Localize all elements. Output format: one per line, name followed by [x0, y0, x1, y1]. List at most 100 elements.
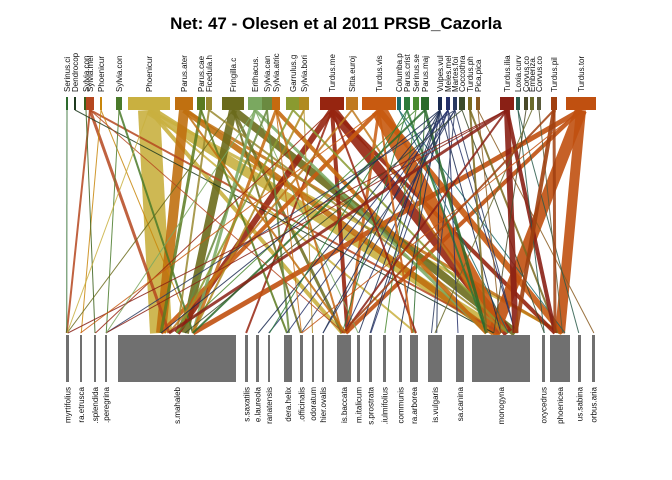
animal-label: Sylvia.mel [86, 55, 95, 92]
animal-label: Garrulus.g [289, 55, 298, 92]
plant-node [300, 335, 303, 382]
animal-label: Turdus.ilia [503, 55, 512, 92]
plant-label: dera.helix [284, 387, 293, 422]
animal-node [206, 97, 212, 110]
interaction-link [74, 109, 494, 334]
interaction-link [176, 109, 268, 334]
plant-node [578, 335, 581, 382]
plant-label: ranatensis [265, 387, 274, 424]
interaction-link [322, 109, 441, 334]
plant-label: communis [397, 387, 406, 423]
interaction-link [434, 109, 533, 334]
animal-node [404, 97, 410, 110]
animal-node [516, 97, 520, 110]
animal-node [320, 97, 344, 110]
animal-node [446, 97, 450, 110]
animal-label: Parus.maj [421, 56, 430, 92]
plant-label: e.laureola [254, 386, 263, 422]
plant-node [472, 335, 530, 382]
interaction-link [253, 108, 488, 335]
animal-label: Emberiza. [528, 56, 537, 92]
animal-node [197, 97, 205, 110]
animal-node [413, 97, 419, 110]
animal-label: Meles.mel [444, 55, 453, 92]
interaction-link [257, 109, 441, 334]
animal-label: Parus.crist [403, 53, 412, 92]
plant-node [256, 335, 259, 382]
animal-node [438, 97, 442, 110]
interaction-link [184, 109, 463, 334]
plant-node [268, 335, 270, 382]
interaction-link [517, 109, 545, 334]
animal-label: Sitta.euroj [348, 56, 357, 92]
interaction-link [447, 109, 516, 334]
animal-label: Turdus.vis [375, 55, 384, 92]
plant-node [592, 335, 595, 382]
interaction-link [513, 109, 556, 334]
interaction-link [80, 109, 102, 334]
plant-labels: myrtifolius ra.etrusca .splendida .peregrin… [64, 386, 599, 424]
interaction-link [488, 107, 587, 336]
plant-label: sa.canina [456, 386, 465, 421]
animal-label: Phoenicur [145, 56, 154, 92]
interaction-link [89, 109, 502, 334]
plant-label: .splendida [91, 386, 100, 423]
animal-label: Turdus.tor [577, 56, 586, 92]
animal-label: Fringilla.c [229, 58, 238, 92]
plant-label: is.vulgaris [431, 387, 440, 423]
interaction-link [88, 109, 171, 334]
interaction-link [80, 109, 380, 334]
interaction-link [454, 109, 516, 334]
animal-label: Vulpes.vul [436, 55, 445, 92]
plant-label: m.italicum [355, 387, 364, 423]
plant-label: monogyna [497, 386, 506, 424]
plant-node [456, 335, 464, 382]
animal-label: Columba.p [395, 53, 404, 92]
animal-node [397, 97, 401, 110]
interaction-link [341, 109, 555, 334]
interaction-link [331, 109, 417, 334]
plant-node [312, 335, 314, 382]
animal-node [262, 97, 272, 110]
interaction-link [517, 109, 580, 334]
interaction-link [370, 109, 449, 334]
animal-label: Serinus.se [412, 54, 421, 92]
animal-node [116, 97, 122, 110]
plant-label: .peregrina [102, 386, 111, 423]
plant-node [118, 335, 236, 382]
animal-label: Sylvia.con [115, 56, 124, 92]
animal-label: Martes.foi [451, 57, 460, 92]
animal-label: Turdus.me [328, 54, 337, 92]
interaction-links [65, 105, 595, 338]
animal-node [346, 97, 358, 110]
animal-label: Corvus.co [535, 55, 544, 92]
interaction-link [266, 109, 290, 334]
interaction-link [398, 109, 509, 334]
animal-node [468, 97, 472, 110]
animal-label: Pica.pica [474, 59, 483, 92]
interaction-link [269, 109, 408, 334]
plant-node [550, 335, 570, 382]
animal-node [530, 97, 534, 110]
plant-node [410, 335, 418, 382]
plant-node [94, 335, 96, 382]
interaction-link [552, 109, 557, 334]
animal-node [128, 97, 170, 110]
interaction-link [67, 109, 508, 334]
animal-node [551, 97, 557, 110]
plant-node [337, 335, 351, 382]
animal-label: Sylvia.atric [272, 53, 281, 92]
plant-node [369, 335, 372, 382]
interaction-link [176, 109, 417, 334]
plant-nodes [66, 335, 595, 382]
animal-node [86, 97, 94, 110]
animal-node [524, 97, 528, 110]
animal-node [272, 97, 280, 110]
interaction-link [286, 109, 449, 334]
interaction-link [105, 109, 508, 334]
animal-node [453, 97, 457, 110]
plant-node [428, 335, 442, 382]
animal-label: Erithacus. [251, 56, 260, 92]
animal-label: Parus.ater [180, 55, 189, 92]
